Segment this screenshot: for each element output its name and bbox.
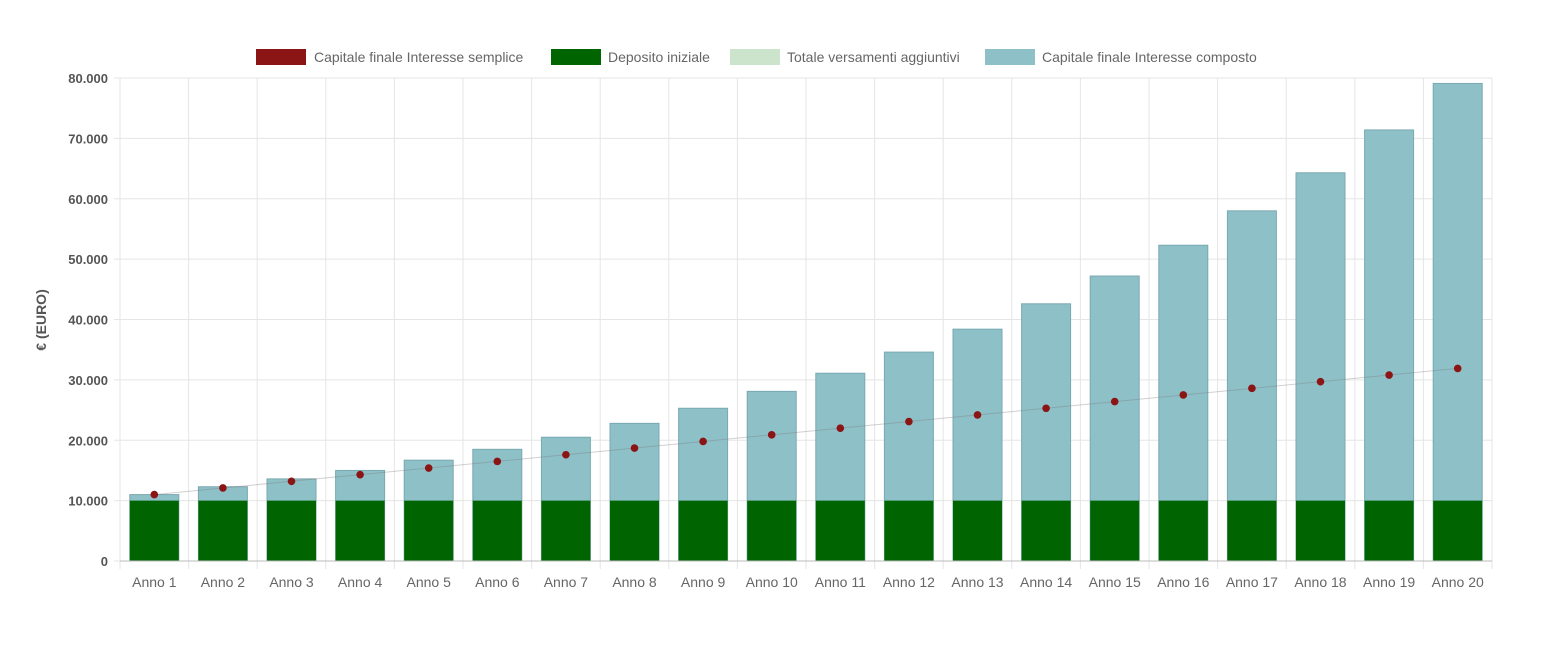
simple-interest-point xyxy=(630,444,639,452)
simple-interest-point xyxy=(1316,377,1325,386)
axes: 0 10.000 20.000 30.000 40.000 50.000 60.000 70.… xyxy=(68,71,1492,590)
bar-initial-deposit xyxy=(884,500,934,561)
x-tick-label: Anno 15 xyxy=(1089,574,1141,590)
simple-interest-point xyxy=(1248,384,1256,393)
bar-initial-deposit xyxy=(335,500,385,561)
legend-swatch-compound-interest xyxy=(985,49,1035,65)
x-tick-label: Anno 10 xyxy=(746,574,798,590)
y-tick-label: 60.000 xyxy=(68,192,108,207)
y-tick-label: 0 xyxy=(101,554,108,569)
bar-initial-deposit xyxy=(815,500,865,561)
legend-label-initial-deposit: Deposito iniziale xyxy=(608,49,710,65)
bar-initial-deposit xyxy=(678,500,728,561)
simple-interest-point xyxy=(699,437,707,446)
simple-interest-point xyxy=(973,411,982,419)
x-tick-label: Anno 14 xyxy=(1020,574,1072,590)
bar-initial-deposit xyxy=(1364,500,1414,561)
x-tick-label: Anno 7 xyxy=(544,574,589,590)
bar-initial-deposit xyxy=(472,500,522,561)
simple-interest-line xyxy=(150,364,1462,499)
simple-interest-point xyxy=(150,490,159,499)
x-tick-label: Anno 2 xyxy=(201,574,246,590)
x-tick-label: Anno 19 xyxy=(1363,574,1415,590)
grid xyxy=(114,77,1493,569)
x-tick-label: Anno 5 xyxy=(407,574,452,590)
legend-swatch-additional-payments xyxy=(730,49,780,65)
legend-item-additional-payments[interactable]: Totale versamenti aggiuntivi xyxy=(730,49,960,65)
y-tick-label: 10.000 xyxy=(68,494,108,509)
legend-label-additional-payments: Totale versamenti aggiuntivi xyxy=(787,49,960,65)
x-tick-label: Anno 4 xyxy=(338,574,383,590)
legend-swatch-simple-interest xyxy=(256,49,306,65)
bar-initial-deposit xyxy=(1296,500,1345,561)
bar-initial-deposit xyxy=(404,500,454,561)
legend-label-compound-interest: Capitale finale Interesse composto xyxy=(1042,49,1257,65)
simple-interest-point xyxy=(767,431,776,439)
bar-initial-deposit xyxy=(1433,500,1483,561)
y-tick-label: 40.000 xyxy=(68,313,108,328)
y-tick-label: 30.000 xyxy=(68,373,108,388)
bar-compound-interest xyxy=(1364,129,1415,562)
bar-initial-deposit xyxy=(1090,500,1140,561)
legend-item-simple-interest[interactable]: Capitale finale Interesse semplice xyxy=(256,49,524,65)
simple-interest-point xyxy=(1110,397,1119,406)
bar-compound-interest xyxy=(1295,172,1346,562)
bar-initial-deposit xyxy=(267,500,316,561)
x-tick-label: Anno 16 xyxy=(1157,574,1209,590)
y-axis-title: € (EURO) xyxy=(33,289,49,350)
bar-initial-deposit xyxy=(541,500,591,561)
simple-interest-line-path xyxy=(154,367,1458,496)
x-tick-label: Anno 1 xyxy=(132,574,177,590)
simple-interest-point xyxy=(1042,404,1050,413)
bars xyxy=(129,82,1483,562)
legend-item-initial-deposit[interactable]: Deposito iniziale xyxy=(551,49,710,65)
legend-item-compound-interest[interactable]: Capitale finale Interesse composto xyxy=(985,49,1257,65)
legend-label-simple-interest: Capitale finale Interesse semplice xyxy=(314,49,524,65)
legend: Capitale finale Interesse semplice Depos… xyxy=(256,49,1257,65)
x-tick-label: Anno 9 xyxy=(681,574,726,590)
y-tick-label: 80.000 xyxy=(68,71,108,86)
bar-initial-deposit xyxy=(129,500,179,561)
simple-interest-point xyxy=(1179,391,1188,399)
simple-interest-point xyxy=(562,450,570,459)
y-tick-label: 20.000 xyxy=(68,433,108,448)
simple-interest-point xyxy=(424,464,433,472)
bar-initial-deposit xyxy=(1158,500,1208,561)
simple-interest-point xyxy=(1453,364,1462,373)
simple-interest-point xyxy=(287,477,296,486)
x-tick-label: Anno 13 xyxy=(951,574,1003,590)
x-tick-label: Anno 12 xyxy=(883,574,935,590)
simple-interest-point xyxy=(905,417,913,426)
bar-initial-deposit xyxy=(1021,500,1071,561)
bar-initial-deposit xyxy=(610,500,659,561)
simple-interest-point xyxy=(1385,371,1393,379)
bar-compound-interest xyxy=(1432,82,1483,562)
bar-initial-deposit xyxy=(198,500,248,561)
y-tick-label: 70.000 xyxy=(68,131,108,146)
x-tick-label: Anno 17 xyxy=(1226,574,1278,590)
x-tick-label: Anno 6 xyxy=(475,574,520,590)
bar-initial-deposit xyxy=(953,500,1002,561)
legend-swatch-initial-deposit xyxy=(551,49,601,65)
simple-interest-point xyxy=(219,484,227,492)
x-tick-label: Anno 11 xyxy=(815,574,866,590)
simple-interest-point xyxy=(836,424,845,432)
x-tick-label: Anno 20 xyxy=(1432,574,1484,590)
bar-initial-deposit xyxy=(747,500,797,561)
x-tick-label: Anno 8 xyxy=(612,574,657,590)
x-tick-label: Anno 3 xyxy=(269,574,314,590)
simple-interest-point xyxy=(356,470,364,479)
simple-interest-point xyxy=(493,457,502,466)
x-tick-label: Anno 18 xyxy=(1294,574,1346,590)
bar-initial-deposit xyxy=(1227,500,1277,561)
y-tick-label: 50.000 xyxy=(68,252,108,267)
